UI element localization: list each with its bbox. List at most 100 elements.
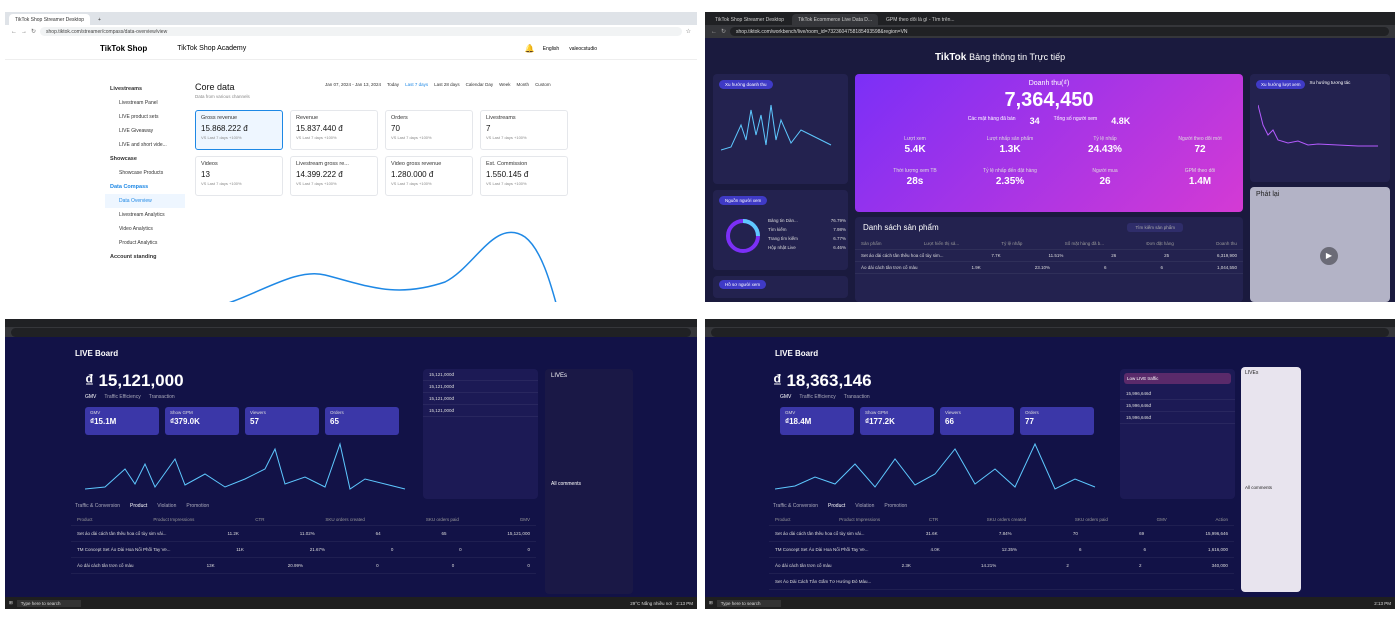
- sidebar-item[interactable]: Product Analytics: [119, 240, 158, 246]
- column-header[interactable]: CTR: [255, 517, 265, 522]
- tab-view-trend[interactable]: Xu hướng lượt xem: [1256, 80, 1306, 89]
- tab-gmv[interactable]: GMV: [780, 394, 792, 400]
- product-search-input[interactable]: Tìm kiếm sản phẩm: [1127, 223, 1183, 232]
- metric-card[interactable]: Est. Commission 1.550.145 đ VS Last 7 days…: [480, 156, 568, 196]
- tab-traffic[interactable]: Traffic Efficiency: [799, 394, 836, 400]
- sidebar-item[interactable]: LIVE product sets: [119, 114, 159, 120]
- range-month[interactable]: Month: [516, 82, 530, 87]
- tab-promotion[interactable]: Promotion: [884, 503, 908, 509]
- column-header[interactable]: Tỷ lệ nhấp: [1001, 241, 1023, 246]
- table-row[interactable]: Áo dài cách tân trơn cổ màu 1.9K 23.10% 6 6 1…: [855, 262, 1243, 274]
- viewer-source-tab[interactable]: Nguồn người xem: [719, 196, 768, 205]
- column-header[interactable]: SKU orders paid: [1074, 517, 1108, 522]
- table-row[interactable]: Set Áo Dài Cách Tân Gấm Tơ Hướng Đỏ Màu.…: [769, 574, 1234, 590]
- url-input[interactable]: [11, 327, 691, 337]
- column-header[interactable]: Lượt hiển thị sả...: [923, 241, 960, 246]
- metric-card[interactable]: Videos 13 VS Last 7 days +100%: [195, 156, 283, 196]
- browser-tab[interactable]: GPM theo dõi là gì - Tìm trên...: [886, 16, 955, 23]
- column-header[interactable]: Product Impressions: [839, 517, 881, 522]
- column-header[interactable]: CTR: [928, 517, 939, 522]
- windows-icon[interactable]: ⊞: [9, 600, 13, 605]
- sidebar-item-data-overview[interactable]: Data Overview: [105, 194, 185, 208]
- column-header[interactable]: Sản phẩm: [861, 241, 882, 246]
- column-header[interactable]: GMV: [1156, 517, 1167, 522]
- table-row[interactable]: Set áo dài cách tân thêu hoa cổ tùy sim …: [769, 526, 1234, 542]
- sidebar-item-data-compass[interactable]: Data Compass: [110, 184, 149, 190]
- metric-card[interactable]: Gross revenue 15.868.222 đ VS Last 7 days …: [195, 110, 283, 150]
- range-today[interactable]: Today: [387, 82, 400, 87]
- column-header[interactable]: Product Impressions: [153, 517, 195, 522]
- column-header[interactable]: GMV: [519, 517, 530, 522]
- taskbar-search[interactable]: Type here to search: [716, 599, 781, 607]
- sidebar-item[interactable]: Video Analytics: [119, 226, 153, 232]
- browser-tab[interactable]: TikTok Ecommerce Live Data D...: [792, 14, 879, 25]
- tab-transaction[interactable]: Transaction: [843, 394, 870, 400]
- academy-link[interactable]: TikTok Shop Academy: [177, 45, 247, 52]
- range-custom[interactable]: Custom: [535, 82, 551, 87]
- metric-card[interactable]: Livestreams 7 VS Last 7 days +100%: [480, 110, 568, 150]
- table-row[interactable]: TM Concept Set Áo Dài Hoa Nổi Phối Tay V…: [769, 542, 1234, 558]
- tab-traffic[interactable]: Traffic Efficiency: [104, 394, 141, 400]
- url-input[interactable]: shop.tiktok.com/workbench/live/room_id=7…: [730, 27, 1389, 36]
- tab-product[interactable]: Product: [130, 503, 148, 509]
- tab-promotion[interactable]: Promotion: [186, 503, 210, 509]
- column-header[interactable]: Đơn đặt hàng: [1146, 241, 1174, 246]
- column-header[interactable]: Số mặt hàng đã b...: [1064, 241, 1105, 246]
- browser-tab[interactable]: TikTok Shop Streamer Desktop: [9, 14, 91, 25]
- revenue-trend-tab[interactable]: Xu hướng doanh thu: [719, 80, 773, 89]
- star-icon[interactable]: ☆: [685, 29, 691, 35]
- sidebar-item[interactable]: Livestream Panel: [119, 100, 158, 106]
- tab-gmv[interactable]: GMV: [85, 394, 97, 400]
- tab-violation[interactable]: Violation: [855, 503, 875, 509]
- table-row[interactable]: Set áo dài cách tân thêu hoa cổ tùy sim …: [71, 526, 536, 542]
- tab-product[interactable]: Product: [828, 503, 846, 509]
- url-input[interactable]: [711, 327, 1389, 337]
- range-week[interactable]: Week: [499, 82, 511, 87]
- table-row[interactable]: Set áo dài cách tân thêu hoa cổ tùy sim.…: [855, 250, 1243, 262]
- bell-icon[interactable]: 🔔: [524, 44, 535, 53]
- user-menu[interactable]: valeocstudio: [569, 45, 597, 52]
- back-icon[interactable]: ←: [711, 28, 717, 35]
- metric-card[interactable]: Video gross revenue 1.280.000 đ VS Last 7 …: [385, 156, 473, 196]
- language-select[interactable]: English: [542, 45, 560, 52]
- sidebar-item[interactable]: Showcase Products: [119, 170, 164, 176]
- range-7[interactable]: Last 7 days: [405, 82, 429, 87]
- table-row[interactable]: Áo dài cách tân trơn cổ màu 13K 20.99% 0 0 0: [71, 558, 536, 574]
- forward-icon[interactable]: →: [21, 28, 27, 35]
- taskbar-search[interactable]: Type here to search: [16, 599, 81, 607]
- sidebar-item[interactable]: LIVE Giveaway: [119, 128, 154, 134]
- new-tab-button[interactable]: +: [98, 16, 101, 23]
- column-header[interactable]: Action: [1215, 517, 1228, 522]
- range-28[interactable]: Last 28 days: [434, 82, 460, 87]
- table-row[interactable]: TM Concept Set Áo Dài Hoa Nổi Phối Tay V…: [71, 542, 536, 558]
- tab-traffic-conversion[interactable]: Traffic & Conversion: [75, 503, 121, 509]
- play-icon[interactable]: ▶: [1320, 247, 1338, 265]
- reload-icon[interactable]: ↻: [31, 29, 37, 35]
- sidebar-item[interactable]: LIVE and short vide...: [119, 142, 167, 148]
- column-header[interactable]: Product: [77, 517, 93, 522]
- column-header[interactable]: SKU orders created: [986, 517, 1027, 522]
- table-row[interactable]: Áo dài cách tân trơn cổ màu 2.3K 14.21% 2 2 3…: [769, 558, 1234, 574]
- url-input[interactable]: shop.tiktok.com/streamer/compass/data-ov…: [40, 27, 682, 36]
- tab-traffic-conversion[interactable]: Traffic & Conversion: [773, 503, 819, 509]
- tab-violation[interactable]: Violation: [157, 503, 177, 509]
- sidebar-item-account-standing[interactable]: Account standing: [110, 254, 157, 260]
- viewer-profile-tab[interactable]: Hồ sơ người xem: [719, 280, 767, 289]
- metric-card[interactable]: Revenue 15.837.440 đ VS Last 7 days +100%: [290, 110, 378, 150]
- date-range[interactable]: Jan 07, 2024 - Jan 13, 2024: [325, 82, 382, 87]
- metric-card[interactable]: Livestream gross re... 14.399.222 đ VS Las…: [290, 156, 378, 196]
- tab-engagement-trend[interactable]: Xu hướng tương tác: [1309, 80, 1351, 85]
- column-header[interactable]: Product: [775, 517, 791, 522]
- sidebar-item[interactable]: Livestream Analytics: [119, 212, 165, 218]
- metric-card[interactable]: Orders 70 VS Last 7 days +100%: [385, 110, 473, 150]
- column-header[interactable]: SKU orders created: [325, 517, 365, 522]
- column-header[interactable]: Doanh thu: [1216, 241, 1237, 246]
- range-calendar[interactable]: Calendar Day: [465, 82, 494, 87]
- sidebar-item-showcase[interactable]: Showcase: [110, 156, 137, 162]
- windows-icon[interactable]: ⊞: [709, 600, 713, 605]
- sidebar-item-livestreams[interactable]: Livestreams: [110, 86, 143, 92]
- column-header[interactable]: SKU orders paid: [425, 517, 459, 522]
- browser-tab[interactable]: TikTok Shop Streamer Desktop: [715, 16, 785, 23]
- reload-icon[interactable]: ↻: [721, 29, 727, 35]
- tab-transaction[interactable]: Transaction: [148, 394, 175, 400]
